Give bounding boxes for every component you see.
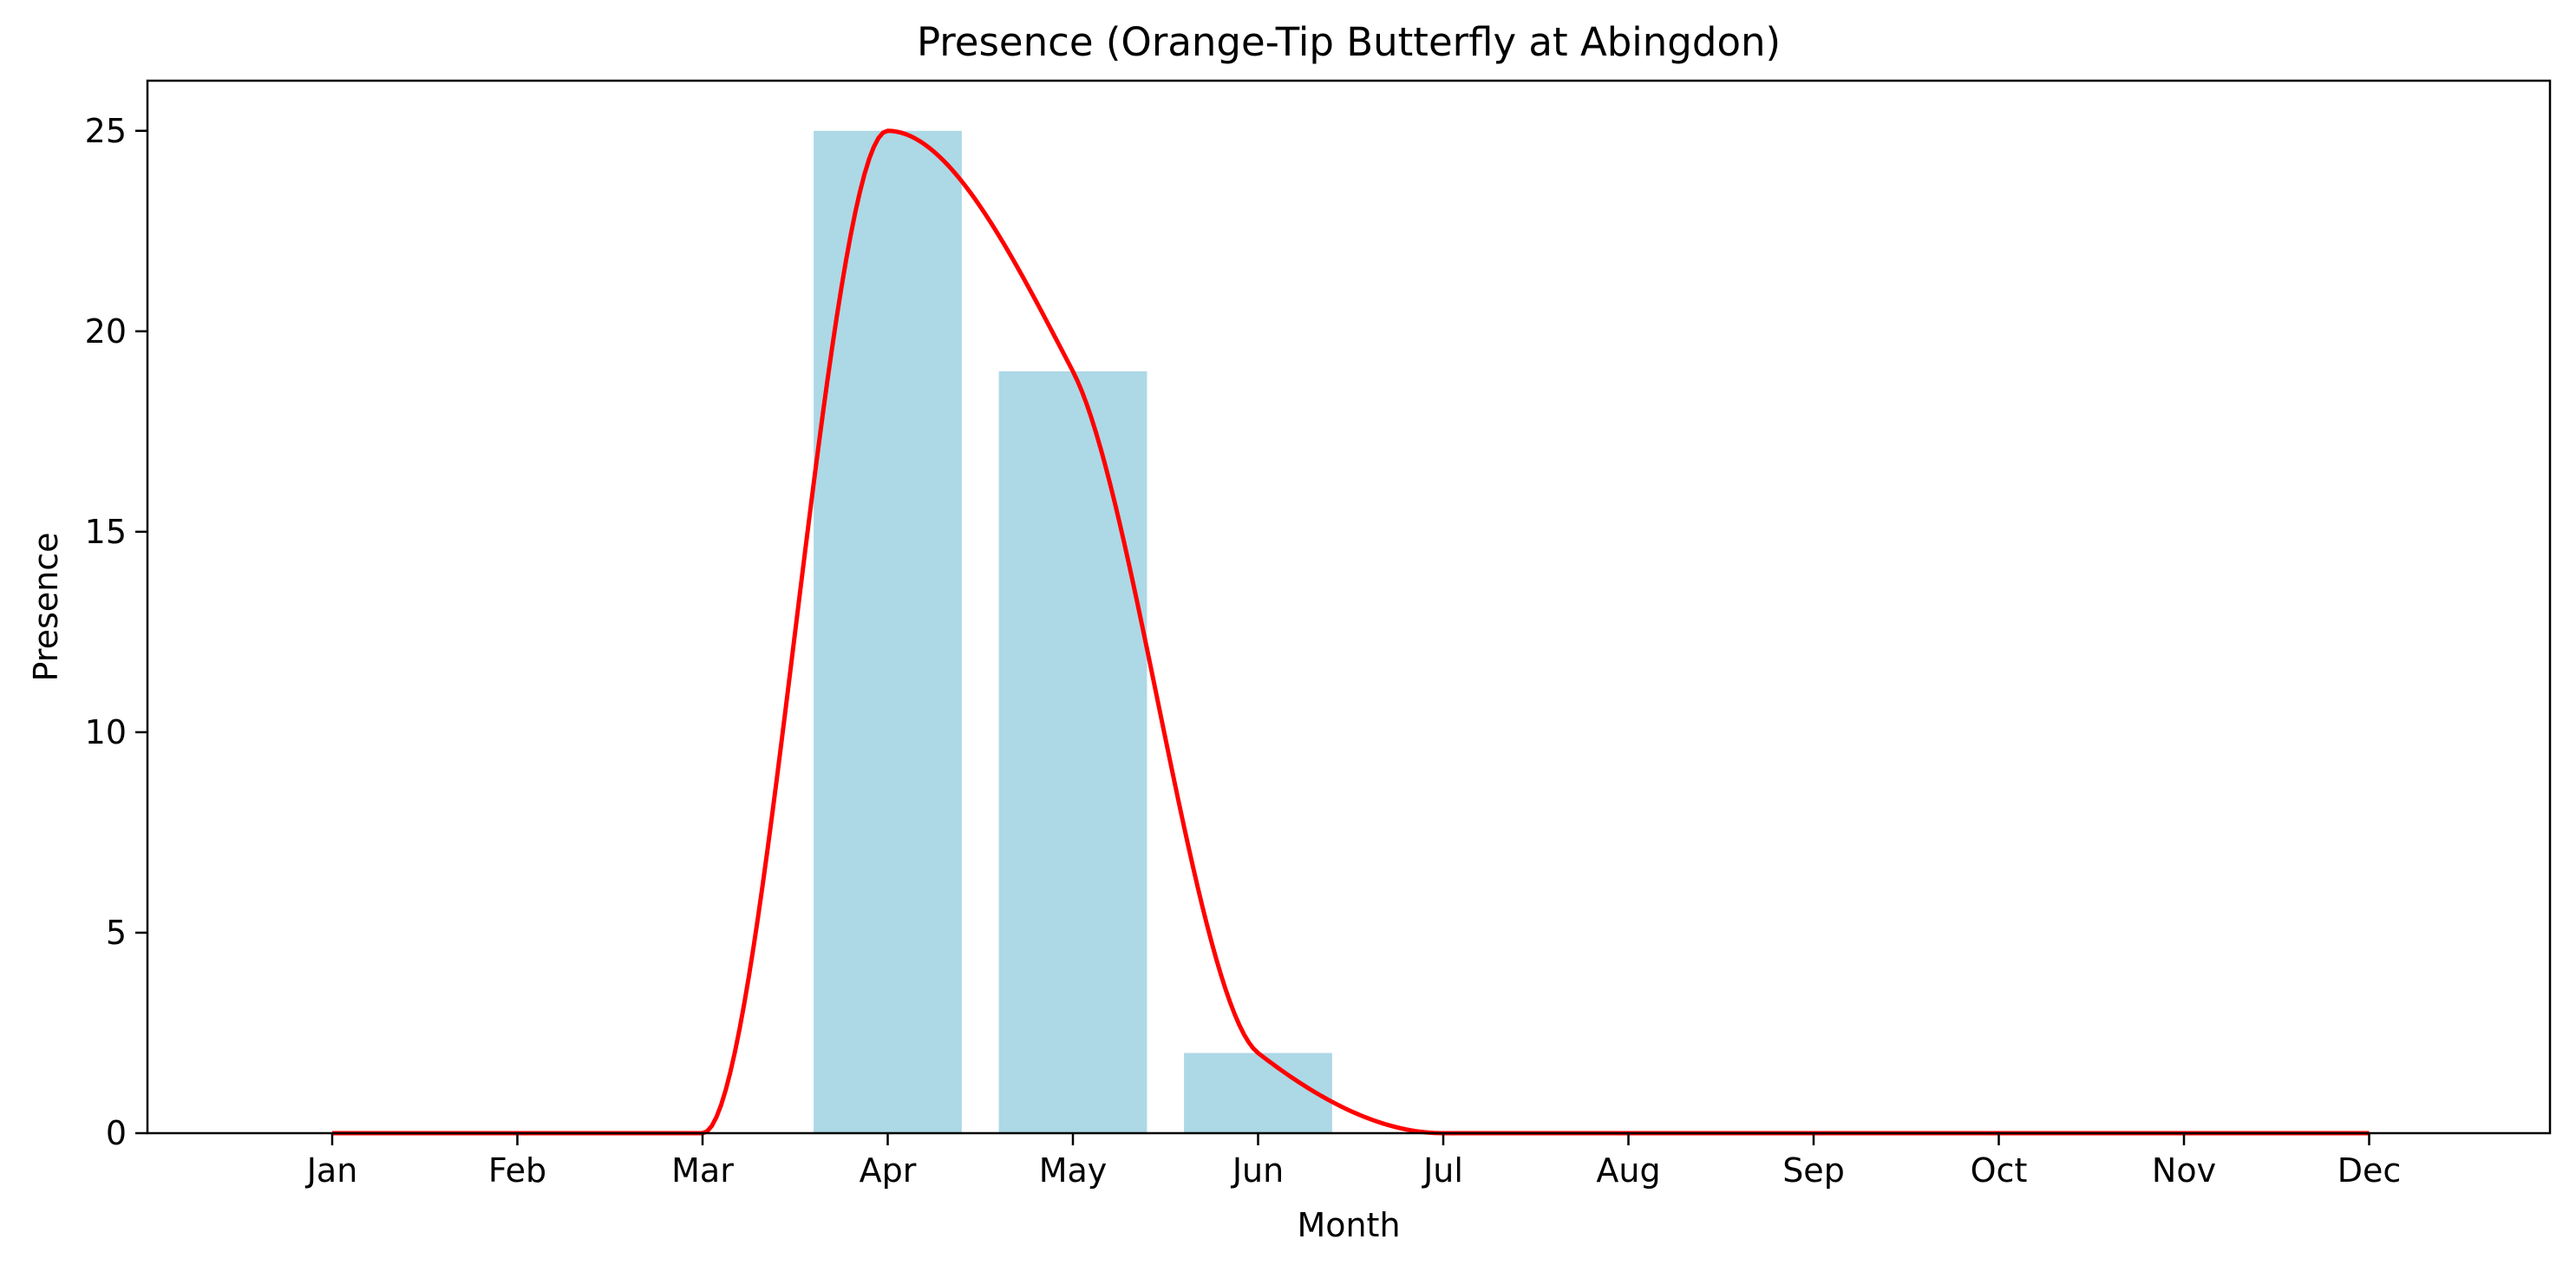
x-tick-label: Jul (1422, 1151, 1463, 1190)
chart-title: Presence (Orange-Tip Butterfly at Abingd… (917, 19, 1781, 65)
x-tick-label: Jun (1231, 1151, 1284, 1190)
x-tick-label: Aug (1596, 1151, 1660, 1190)
x-tick-label: Jan (305, 1151, 358, 1190)
x-tick-label: Oct (1971, 1151, 2028, 1190)
x-tick-label: Feb (488, 1151, 546, 1190)
x-tick-label: Nov (2152, 1151, 2216, 1190)
plot-frame (146, 79, 2552, 1135)
y-tick-label: 20 (85, 312, 127, 351)
y-tick-label: 25 (85, 112, 127, 150)
y-tick-label: 10 (85, 713, 127, 751)
y-ticks-group: 0 5 10 15 20 25 (85, 112, 147, 1152)
x-tick-label: Dec (2337, 1151, 2402, 1190)
y-tick-label: 5 (106, 914, 127, 952)
x-tick-label: Apr (860, 1151, 917, 1190)
bar-apr (814, 130, 962, 1133)
x-tick-label: Sep (1782, 1151, 1845, 1190)
x-ticks-group: Jan Feb Mar Apr May Jun Jul Aug Sep Oct Nov Dec (305, 1133, 2402, 1190)
axes-group (146, 79, 2552, 1135)
y-tick-label: 15 (85, 513, 127, 551)
x-tick-label: May (1039, 1151, 1108, 1190)
x-tick-label: Mar (671, 1151, 734, 1190)
y-tick-label: 0 (106, 1114, 127, 1152)
x-axis-label: Month (1297, 1206, 1400, 1244)
bar-jun (1184, 1052, 1332, 1133)
bar-may (998, 371, 1147, 1133)
y-axis-label: Presence (27, 533, 65, 682)
